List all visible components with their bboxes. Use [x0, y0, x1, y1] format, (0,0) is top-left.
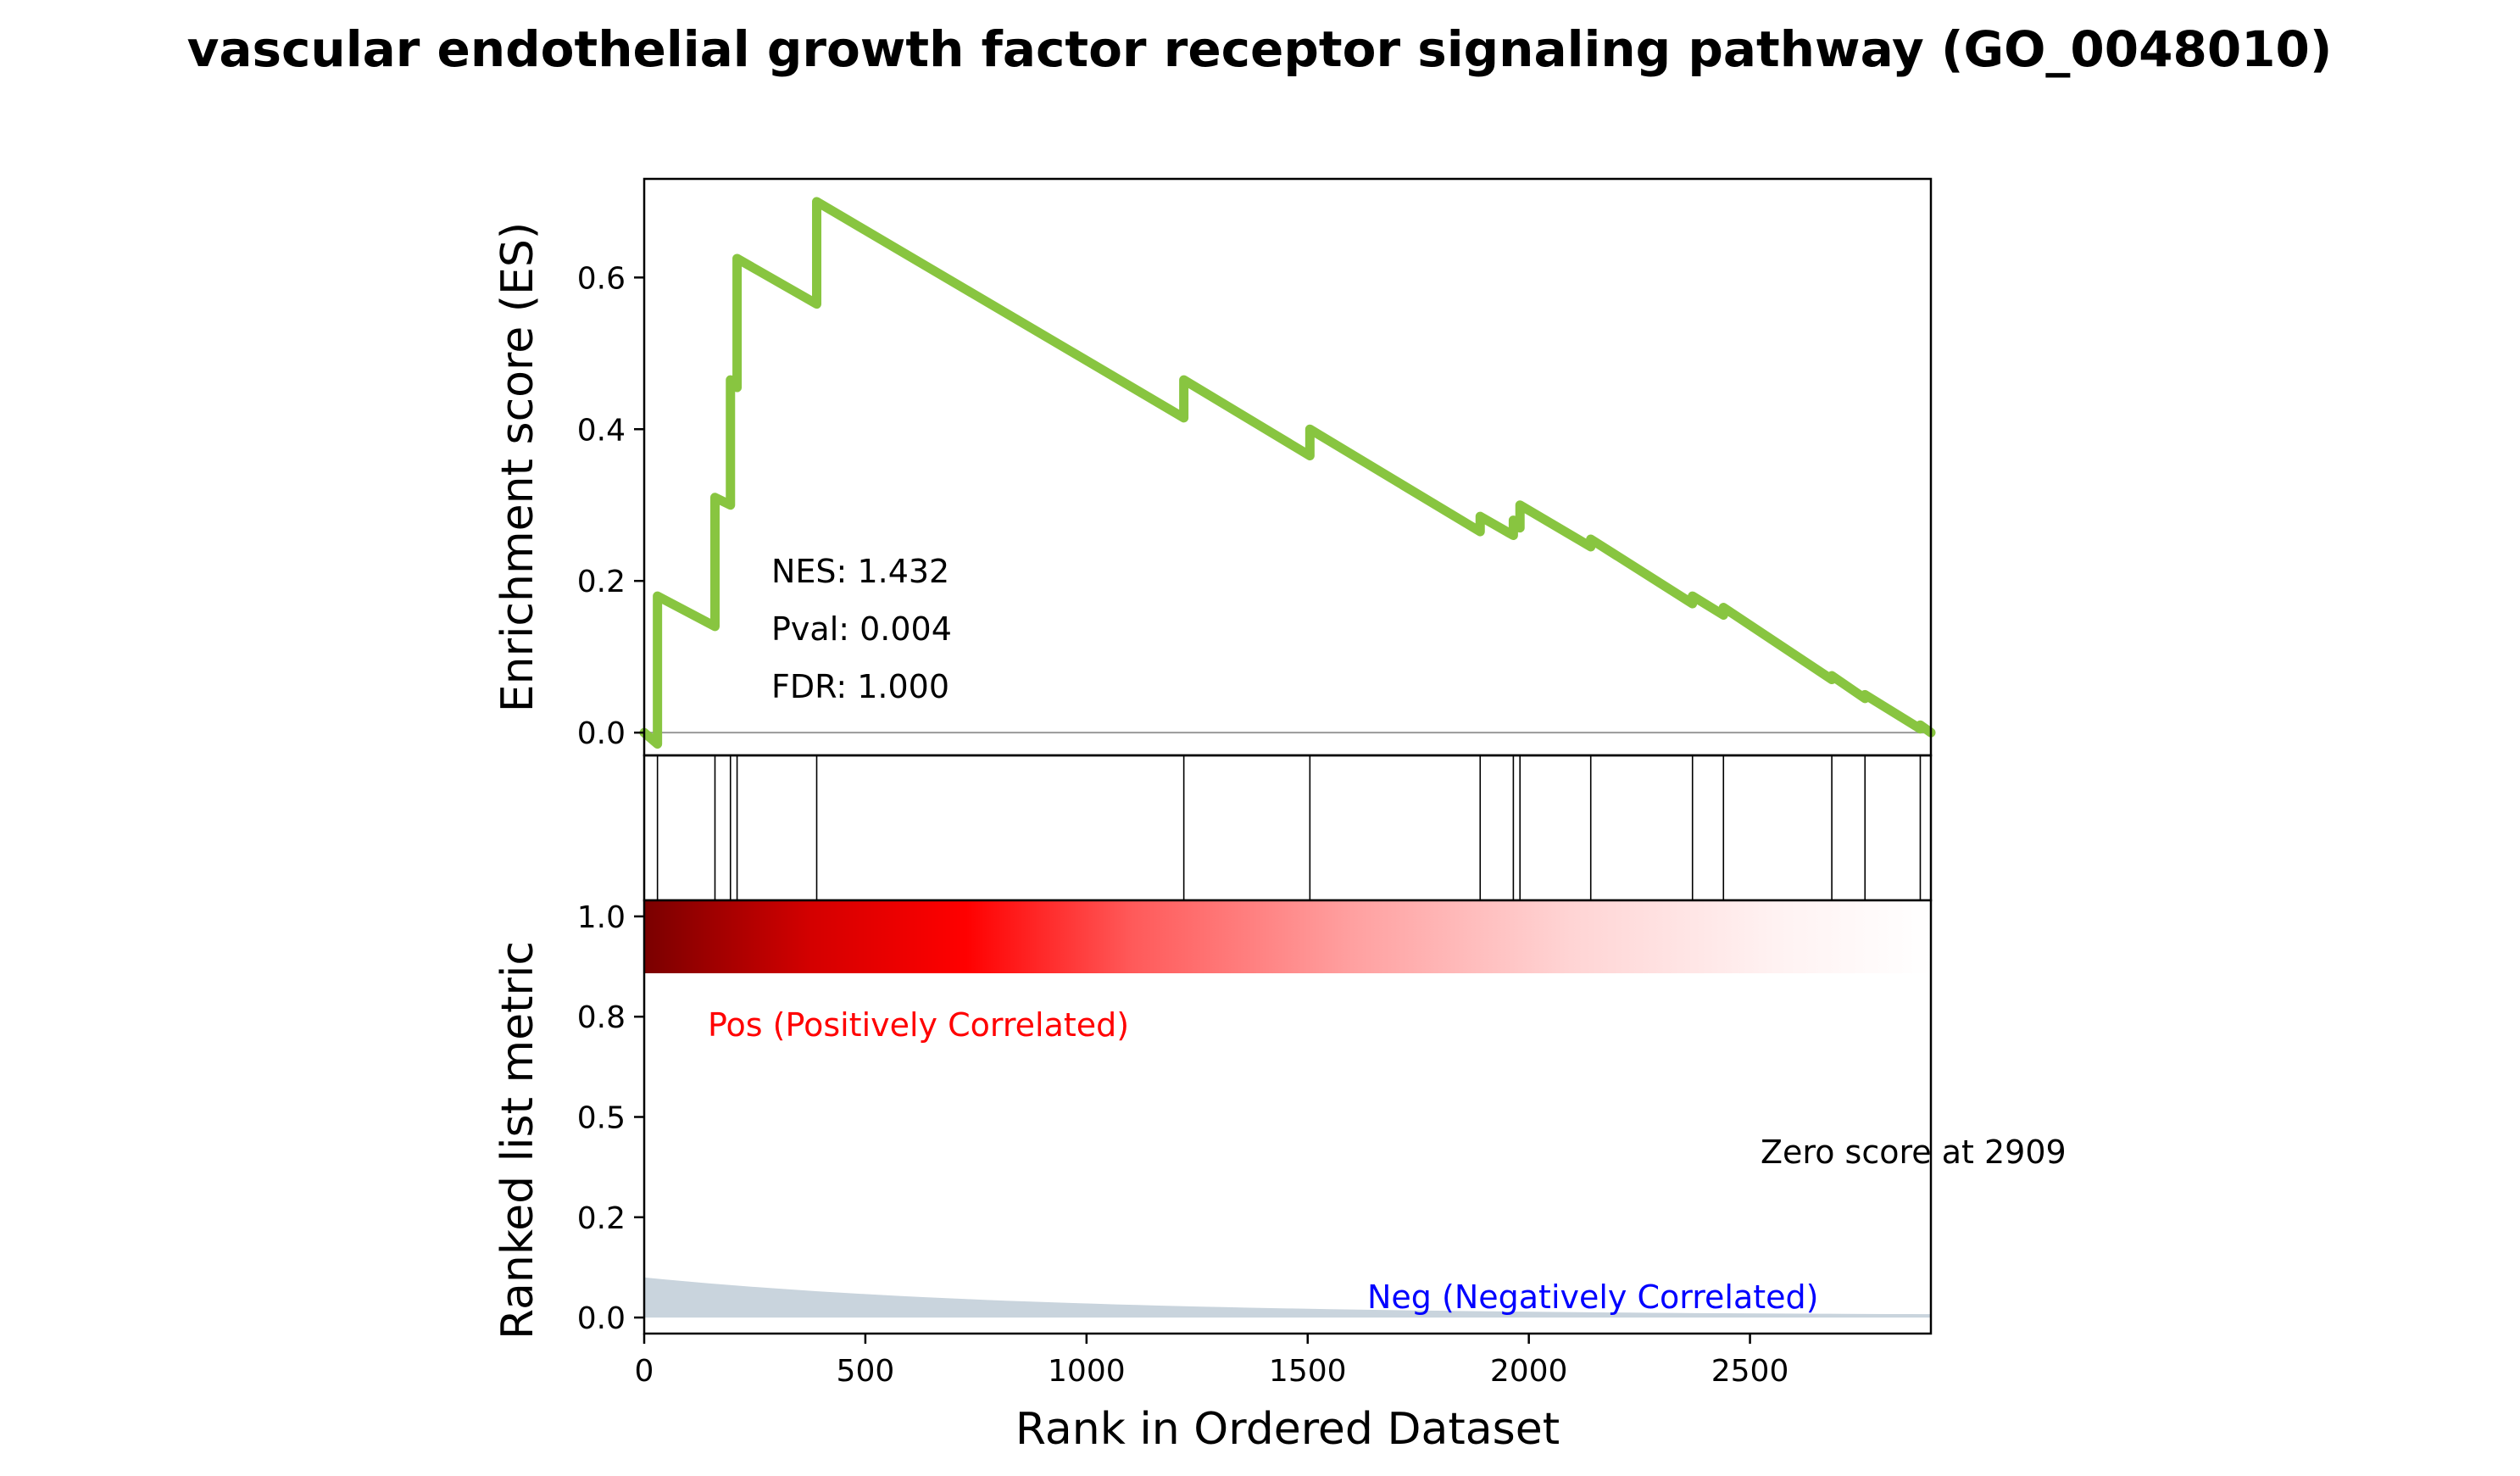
x-tick-label: 1500 [1269, 1354, 1347, 1389]
enrichment-score-panel: 0.0 0.2 0.4 0.6 Enrichment score (ES) NES: … [492, 177, 1936, 757]
rank-y-tick-label: 0.0 [577, 1301, 626, 1336]
rank-y-tick-label: 0.2 [577, 1201, 626, 1236]
x-tick-label: 2000 [1490, 1354, 1568, 1389]
chart-title: vascular endothelial growth factor recep… [187, 20, 2333, 78]
zero-score-text: Zero score at 2909 [1761, 1133, 2067, 1171]
fdr-text: FDR: 1.000 [771, 668, 949, 705]
x-axis: 0 500 1000 1500 2000 2500 Rank in Ordered Dat… [635, 1334, 1789, 1455]
es-y-axis-label: Enrichment score (ES) [492, 222, 543, 712]
pos-label: Pos (Positively Correlated) [708, 1006, 1129, 1044]
x-tick-label: 2500 [1711, 1354, 1789, 1389]
x-tick-label: 0 [635, 1354, 654, 1389]
x-tick-label: 1000 [1048, 1354, 1126, 1389]
gene-hits-panel [643, 754, 1933, 902]
rank-y-axis-label: Ranked list metric [492, 941, 543, 1340]
rank-heatmap-bar [644, 900, 1931, 973]
es-y-tick-label: 0.4 [577, 413, 626, 448]
es-y-tick-label: 0.6 [577, 261, 626, 296]
es-line [639, 197, 1936, 749]
ranked-metric-area [644, 1277, 1931, 1318]
neg-label: Neg (Negatively Correlated) [1367, 1278, 1818, 1316]
es-y-tick-label: 0.2 [577, 565, 626, 599]
hits-panel-frame [643, 754, 1933, 902]
pval-text: Pval: 0.004 [771, 610, 952, 648]
nes-text: NES: 1.432 [771, 553, 949, 590]
ranked-metric-panel: 0.0 0.2 0.5 0.8 1.0 Ranked list metric Pos (… [492, 899, 2067, 1340]
x-tick-label: 500 [837, 1354, 895, 1389]
rank-y-tick-label: 1.0 [577, 900, 626, 935]
rank-y-tick-label: 0.8 [577, 1000, 626, 1035]
es-y-tick-label: 0.0 [577, 716, 626, 751]
x-axis-label: Rank in Ordered Dataset [1015, 1404, 1560, 1455]
rank-y-tick-label: 0.5 [577, 1101, 626, 1136]
